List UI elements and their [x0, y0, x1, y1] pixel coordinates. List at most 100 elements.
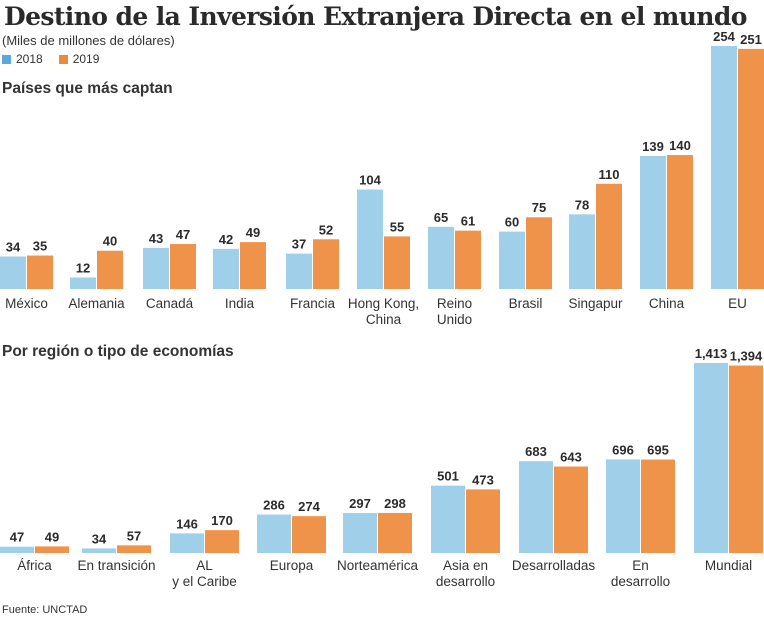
value-label-2018-5: 104 — [359, 173, 381, 188]
bar-2019-2 — [170, 244, 196, 289]
value-label-2018-3: 42 — [219, 232, 233, 247]
category-label-0: África — [17, 558, 52, 573]
bar-2018-8 — [569, 214, 595, 289]
category-label-5: Asia en — [443, 558, 488, 573]
value-label-2019-1: 40 — [103, 234, 117, 249]
value-label-2019-2: 170 — [211, 513, 233, 528]
value-label-2019-1: 57 — [127, 528, 141, 543]
value-label-2019-2: 47 — [176, 227, 190, 242]
bar-2019-6 — [554, 466, 588, 553]
bar-2018-2 — [143, 247, 169, 289]
category-label-6: Desarrolladas — [512, 558, 596, 573]
value-label-2018-2: 43 — [149, 231, 163, 246]
category-label-10: EU — [728, 296, 747, 311]
legend-swatch-2019 — [58, 54, 68, 64]
category-label-9: China — [649, 296, 685, 311]
category-label-5: desarrollo — [436, 574, 495, 589]
value-label-2018-0: 34 — [6, 239, 21, 254]
category-label-3: Europa — [270, 558, 314, 573]
bar-2018-1 — [70, 277, 96, 289]
value-label-2018-0: 47 — [10, 530, 24, 545]
category-label-3: India — [225, 296, 255, 311]
category-label-0: México — [5, 296, 48, 311]
category-label-5: Hong Kong, — [348, 296, 419, 311]
bar-2018-4 — [286, 253, 312, 289]
bar-2018-0 — [0, 256, 26, 289]
bar-2019-4 — [378, 512, 412, 553]
value-label-2019-6: 61 — [461, 214, 475, 229]
category-label-6: Unido — [437, 312, 472, 327]
bar-2018-5 — [357, 189, 383, 289]
bar-2018-9 — [640, 156, 666, 289]
category-label-1: En transición — [77, 558, 155, 573]
bar-2019-7 — [526, 217, 552, 289]
bar-2019-1 — [117, 545, 151, 553]
bar-2018-3 — [257, 514, 291, 553]
value-label-2019-10: 251 — [740, 32, 762, 47]
category-label-7: desarrollo — [611, 574, 670, 589]
value-label-2019-0: 49 — [45, 529, 59, 544]
value-label-2019-8: 110 — [599, 167, 620, 182]
bar-2019-9 — [667, 155, 693, 289]
bar-2019-7 — [641, 459, 675, 553]
bar-2019-10 — [738, 48, 764, 289]
chart-title: Destino de la Inversión Extranjera Direc… — [4, 2, 747, 31]
legend: 2018 2019 — [2, 52, 99, 66]
value-label-2018-6: 65 — [434, 210, 448, 225]
value-label-2018-5: 501 — [437, 469, 459, 484]
bar-2018-4 — [343, 513, 377, 553]
category-label-2: AL — [196, 558, 213, 573]
value-label-2018-4: 297 — [349, 496, 371, 511]
bar-2019-3 — [292, 516, 326, 553]
value-label-2018-2: 146 — [176, 516, 198, 531]
bar-2018-0 — [0, 546, 34, 553]
category-label-2: y el Caribe — [172, 574, 237, 589]
category-label-7: En — [632, 558, 649, 573]
category-label-4: Norteamérica — [337, 558, 419, 573]
value-label-2019-8: 1,394 — [730, 349, 763, 364]
value-label-2018-8: 78 — [575, 197, 589, 212]
bar-2018-6 — [519, 461, 553, 553]
category-label-8: Singapur — [568, 296, 623, 311]
category-label-1: Alemania — [68, 296, 125, 311]
value-label-2018-10: 254 — [713, 29, 735, 44]
section-title-countries: Países que más captan — [2, 80, 173, 97]
value-label-2018-3: 286 — [263, 498, 285, 513]
value-label-2019-9: 140 — [669, 138, 691, 153]
bar-2019-5 — [384, 236, 410, 289]
bar-2019-1 — [97, 250, 123, 289]
value-label-2018-6: 683 — [525, 444, 547, 459]
bar-2019-5 — [466, 489, 500, 553]
chart-subtitle: (Miles de millones de dólares) — [2, 33, 175, 48]
value-label-2019-5: 473 — [472, 472, 494, 487]
section-title-regions: Por región o tipo de economías — [2, 343, 234, 360]
bar-2018-3 — [213, 248, 239, 289]
bar-2018-7 — [606, 459, 640, 553]
value-label-2018-8: 1,413 — [695, 346, 728, 361]
value-label-2019-7: 75 — [532, 200, 546, 215]
category-label-2: Canadá — [146, 296, 194, 311]
value-label-2019-7: 695 — [647, 443, 669, 458]
source-note: Fuente: UNCTAD — [2, 604, 88, 616]
bar-2019-6 — [455, 230, 481, 289]
bar-2019-0 — [27, 255, 53, 289]
bar-2019-4 — [313, 239, 339, 289]
value-label-2019-6: 643 — [560, 450, 582, 465]
bar-2018-1 — [82, 548, 116, 553]
category-label-7: Brasil — [509, 296, 543, 311]
legend-label-2019: 2019 — [72, 52, 100, 66]
value-label-2018-7: 60 — [505, 215, 519, 230]
bar-2019-3 — [240, 242, 266, 289]
bar-2019-2 — [205, 530, 239, 553]
legend-item-2018: 2018 — [2, 52, 43, 66]
value-label-2018-1: 12 — [76, 261, 90, 276]
value-label-2018-4: 37 — [292, 237, 306, 252]
bar-2019-8 — [729, 365, 763, 553]
value-label-2019-3: 274 — [298, 499, 320, 514]
bar-2018-6 — [428, 226, 454, 289]
value-label-2019-4: 298 — [384, 496, 406, 511]
category-label-4: Francia — [290, 296, 336, 311]
value-label-2018-9: 139 — [642, 139, 664, 154]
bar-2019-0 — [35, 546, 69, 553]
